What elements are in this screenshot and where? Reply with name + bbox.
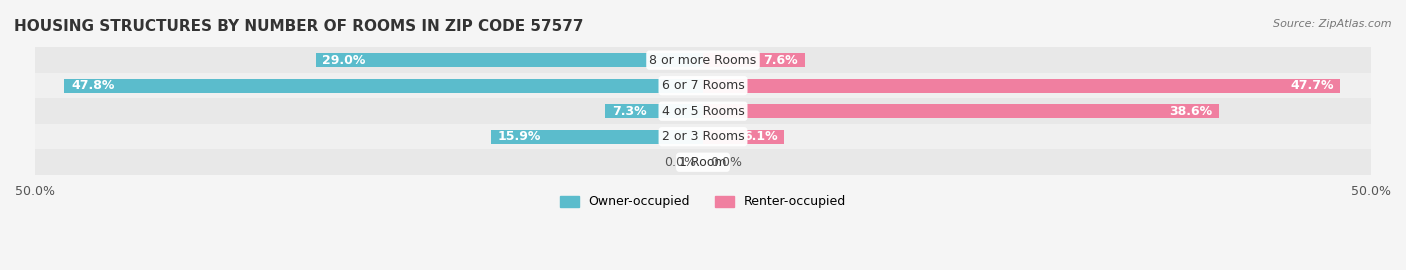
Text: HOUSING STRUCTURES BY NUMBER OF ROOMS IN ZIP CODE 57577: HOUSING STRUCTURES BY NUMBER OF ROOMS IN… <box>14 19 583 34</box>
Text: 7.6%: 7.6% <box>763 54 797 67</box>
Text: 8 or more Rooms: 8 or more Rooms <box>650 54 756 67</box>
Bar <box>703 104 1219 118</box>
Bar <box>35 73 1371 99</box>
Legend: Owner-occupied, Renter-occupied: Owner-occupied, Renter-occupied <box>555 190 851 213</box>
Text: 1 Room: 1 Room <box>679 156 727 169</box>
Text: 0.0%: 0.0% <box>710 156 742 169</box>
Bar <box>35 150 1371 175</box>
Bar <box>35 48 1371 73</box>
Text: 47.8%: 47.8% <box>72 79 114 92</box>
Bar <box>703 53 804 67</box>
Text: 15.9%: 15.9% <box>498 130 541 143</box>
Text: 7.3%: 7.3% <box>612 105 647 118</box>
Bar <box>703 130 785 144</box>
Text: 6 or 7 Rooms: 6 or 7 Rooms <box>662 79 744 92</box>
Bar <box>703 79 1340 93</box>
Text: 6.1%: 6.1% <box>744 130 778 143</box>
Text: 2 or 3 Rooms: 2 or 3 Rooms <box>662 130 744 143</box>
Text: 38.6%: 38.6% <box>1168 105 1212 118</box>
Text: 29.0%: 29.0% <box>322 54 366 67</box>
Text: 0.0%: 0.0% <box>664 156 696 169</box>
Bar <box>35 124 1371 150</box>
Bar <box>35 99 1371 124</box>
Bar <box>491 130 703 144</box>
Text: 4 or 5 Rooms: 4 or 5 Rooms <box>662 105 744 118</box>
Bar <box>315 53 703 67</box>
Bar <box>65 79 703 93</box>
Text: Source: ZipAtlas.com: Source: ZipAtlas.com <box>1274 19 1392 29</box>
Text: 47.7%: 47.7% <box>1291 79 1334 92</box>
Bar <box>606 104 703 118</box>
